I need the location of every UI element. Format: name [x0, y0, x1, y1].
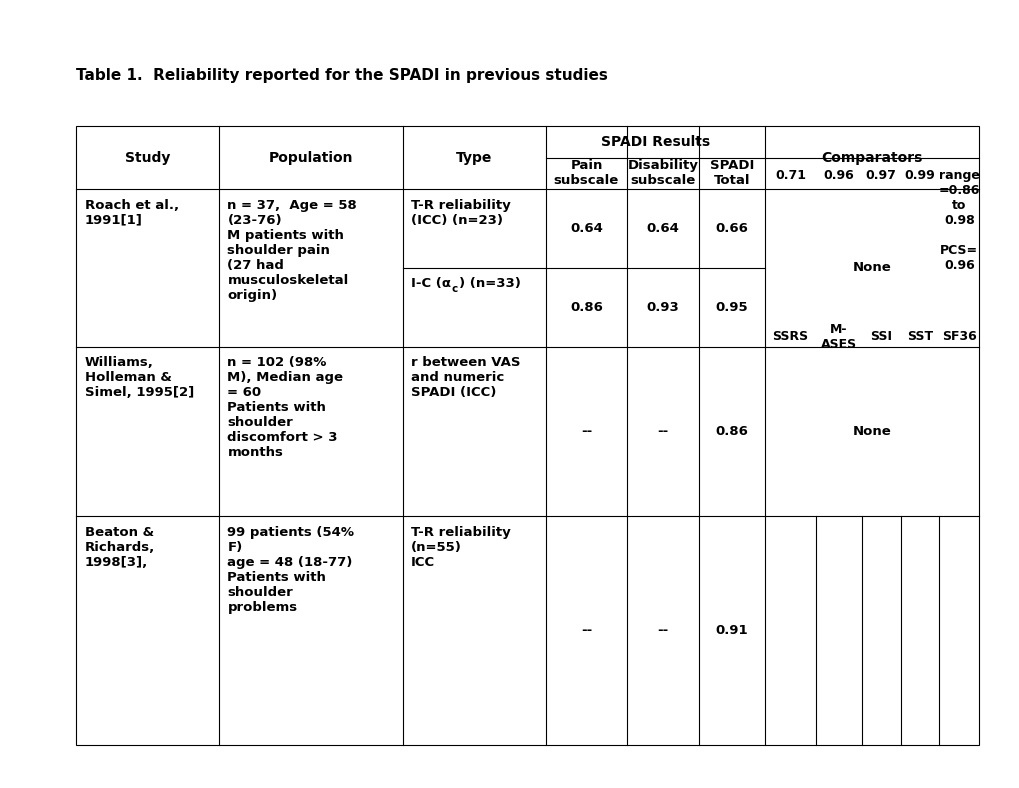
Text: 0.86: 0.86	[714, 425, 748, 438]
Text: 0.64: 0.64	[646, 222, 679, 235]
Text: T-R reliability
(ICC) (n=23): T-R reliability (ICC) (n=23)	[411, 199, 511, 227]
Text: Beaton &
Richards,
1998[3],: Beaton & Richards, 1998[3],	[85, 526, 155, 569]
Text: SSRS: SSRS	[771, 330, 808, 344]
Text: n = 37,  Age = 58
(23-76)
M patients with
shoulder pain
(27 had
musculoskeletal
: n = 37, Age = 58 (23-76) M patients with…	[227, 199, 357, 302]
Text: Pain
subscale: Pain subscale	[553, 159, 619, 188]
Text: --: --	[580, 624, 592, 637]
Text: SPADI
Total: SPADI Total	[709, 159, 753, 188]
Text: None: None	[852, 262, 891, 274]
Text: 0.71: 0.71	[774, 169, 805, 182]
Text: 0.95: 0.95	[715, 301, 747, 314]
Text: 0.64: 0.64	[570, 222, 602, 235]
Text: Type: Type	[455, 151, 492, 165]
Text: Disability
subscale: Disability subscale	[627, 159, 698, 188]
Text: Population: Population	[269, 151, 353, 165]
Text: Comparators: Comparators	[820, 151, 922, 165]
Text: 0.99: 0.99	[904, 169, 934, 182]
Text: Table 1.  Reliability reported for the SPADI in previous studies: Table 1. Reliability reported for the SP…	[76, 68, 607, 83]
Text: 0.86: 0.86	[570, 301, 602, 314]
Bar	[76, 126, 978, 745]
Text: r between VAS
and numeric
SPADI (ICC): r between VAS and numeric SPADI (ICC)	[411, 356, 520, 400]
Text: SSI: SSI	[869, 330, 892, 344]
Text: 0.91: 0.91	[715, 624, 747, 637]
Text: 0.97: 0.97	[865, 169, 896, 182]
Text: T-R reliability
(n=55)
ICC: T-R reliability (n=55) ICC	[411, 526, 511, 569]
Text: n = 102 (98%
M), Median age
= 60
Patients with
shoulder
discomfort > 3
months: n = 102 (98% M), Median age = 60 Patient…	[227, 356, 343, 459]
Text: M-
ASES: M- ASES	[820, 323, 856, 351]
Text: --: --	[656, 425, 668, 438]
Text: c: c	[451, 284, 458, 294]
Text: 99 patients (54%
F)
age = 48 (18-77)
Patients with
shoulder
problems: 99 patients (54% F) age = 48 (18-77) Pat…	[227, 526, 355, 614]
Text: I-C (α: I-C (α	[411, 277, 450, 290]
Text: SPADI Results: SPADI Results	[600, 135, 709, 149]
Text: SST: SST	[906, 330, 932, 344]
Text: SF36: SF36	[941, 330, 976, 344]
Text: ) (n=33): ) (n=33)	[459, 277, 521, 290]
Text: Williams,
Holleman &
Simel, 1995[2]: Williams, Holleman & Simel, 1995[2]	[85, 356, 194, 400]
Text: --: --	[656, 624, 668, 637]
Text: --: --	[580, 425, 592, 438]
Text: 0.93: 0.93	[646, 301, 679, 314]
Text: None: None	[852, 425, 891, 438]
Text: range
=0.86
to
0.98

PCS=
0.96: range =0.86 to 0.98 PCS= 0.96	[937, 169, 979, 273]
Text: Roach et al.,
1991[1]: Roach et al., 1991[1]	[85, 199, 178, 227]
Text: 0.66: 0.66	[714, 222, 748, 235]
Text: 0.96: 0.96	[822, 169, 854, 182]
Text: Study: Study	[125, 151, 170, 165]
